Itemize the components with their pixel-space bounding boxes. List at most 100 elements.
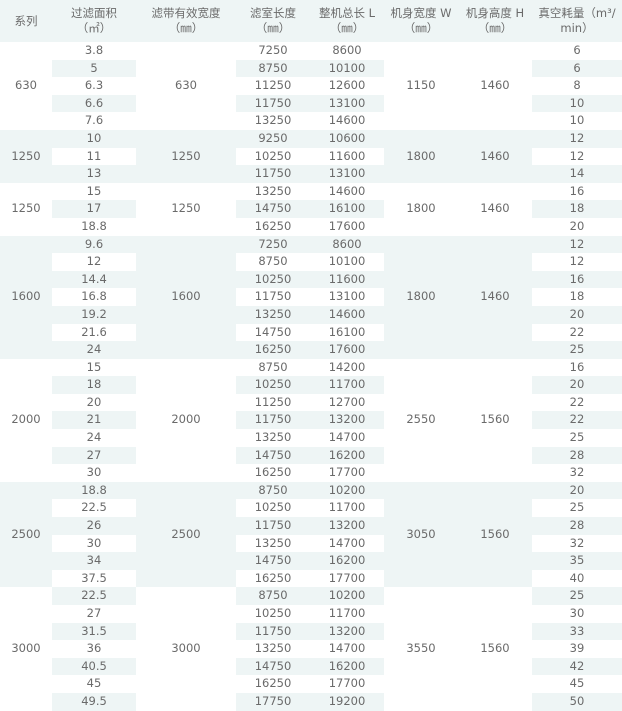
table-row: 30 13250 14700 32 bbox=[0, 534, 622, 553]
cell-chamber-length: 14750 bbox=[236, 552, 310, 570]
cell-filter-area: 31.5 bbox=[52, 622, 136, 641]
cell-vacuum: 28 bbox=[532, 517, 622, 535]
cell-vacuum: 10 bbox=[569, 113, 585, 128]
cell-total-length: 10200 bbox=[310, 587, 384, 605]
cell-body-height: 1460 bbox=[480, 78, 510, 93]
table-row: 1250 15 1250 13250 14600 1800 1460 16 bbox=[0, 183, 622, 216]
cell-vacuum: 30 bbox=[569, 606, 585, 620]
table-row: 27 14750 16200 28 bbox=[0, 446, 622, 465]
cell-filter-area: 37.5 bbox=[52, 569, 136, 588]
cell-vacuum: 6 bbox=[573, 43, 581, 57]
cell-filter-area: 21.6 bbox=[52, 323, 136, 342]
cell-body-height: 1560 bbox=[458, 481, 532, 588]
cell-filter-area: 30 bbox=[86, 465, 102, 480]
table-row: 1250 10 1250 9250 10600 1800 1460 12 bbox=[0, 129, 622, 183]
cell-belt-width: 1250 bbox=[136, 129, 236, 183]
cell-total-length: 11600 bbox=[310, 270, 384, 289]
cell-chamber-length: 11750 bbox=[236, 165, 310, 183]
cell-filter-area: 13 bbox=[52, 165, 136, 183]
table-row: 21.6 14750 16100 22 bbox=[0, 323, 622, 342]
table-row: 24 16250 17600 25 bbox=[0, 341, 622, 359]
table-row: 2500 18.8 2500 8750 10200 3050 1560 20 bbox=[0, 481, 622, 588]
header-body-height: 机身高度 H （㎜） bbox=[458, 0, 532, 42]
table-row: 37.5 16250 17700 40 bbox=[0, 569, 622, 588]
cell-total-length: 12600 bbox=[328, 78, 366, 93]
cell-total-length: 16200 bbox=[310, 446, 384, 465]
cell-belt-width: 630 bbox=[175, 78, 197, 93]
cell-total-length: 10200 bbox=[310, 481, 384, 500]
cell-filter-area: 15 bbox=[86, 183, 102, 198]
cell-total-length: 14600 bbox=[310, 305, 384, 324]
cell-chamber-length: 17750 bbox=[236, 692, 310, 711]
cell-vacuum: 32 bbox=[569, 465, 585, 480]
header-line: 真空耗量（m³/ bbox=[538, 6, 616, 20]
cell-filter-area: 27 bbox=[52, 446, 136, 465]
header-filter-area: 过滤面积 （㎡） bbox=[52, 0, 136, 42]
cell-filter-area: 24 bbox=[86, 430, 102, 445]
cell-vacuum: 12 bbox=[532, 235, 622, 254]
cell-filter-area: 24 bbox=[52, 341, 136, 359]
cell-vacuum: 20 bbox=[532, 481, 622, 500]
header-line: 整机总长 L bbox=[318, 6, 376, 20]
cell-vacuum: 22 bbox=[532, 411, 622, 430]
table-row: 36 13250 14700 39 bbox=[0, 640, 622, 658]
table-row: 17 14750 16100 18 bbox=[0, 200, 622, 218]
cell-vacuum: 12 bbox=[532, 253, 622, 271]
table-row: 30 16250 17700 32 bbox=[0, 464, 622, 482]
table-row: 7.6 13250 14600 10 bbox=[0, 112, 622, 130]
table-row: 22.5 10250 11700 25 bbox=[0, 499, 622, 518]
table-row: 2000 15 2000 8750 14200 2550 1560 16 bbox=[0, 359, 622, 427]
header-chamber-length: 滤室长度 （㎜） bbox=[236, 0, 310, 42]
table-row: 27 10250 11700 30 bbox=[0, 605, 622, 623]
cell-vacuum: 25 bbox=[532, 499, 622, 518]
cell-total-length: 14200 bbox=[328, 359, 366, 374]
cell-body-width: 1800 bbox=[384, 129, 458, 183]
cell-vacuum: 45 bbox=[569, 676, 585, 691]
header-line: 滤带有效宽度 bbox=[151, 6, 221, 20]
cell-total-length: 14600 bbox=[328, 183, 366, 198]
cell-total-length: 17600 bbox=[310, 341, 384, 359]
cell-chamber-length: 8750 bbox=[258, 359, 288, 374]
cell-filter-area: 26 bbox=[52, 517, 136, 535]
cell-chamber-length: 8750 bbox=[236, 481, 310, 500]
cell-filter-area: 18 bbox=[52, 376, 136, 394]
header-body-width: 机身宽度 W （㎜） bbox=[384, 0, 458, 42]
table-row: 26 11750 13200 28 bbox=[0, 517, 622, 535]
cell-chamber-length: 11750 bbox=[236, 622, 310, 641]
cell-total-length: 10600 bbox=[310, 129, 384, 148]
cell-vacuum: 20 bbox=[532, 305, 622, 324]
cell-total-length: 16100 bbox=[310, 323, 384, 342]
table-row: 630 3.8 630 7250 8600 1150 1460 6 bbox=[0, 42, 622, 92]
cell-chamber-length: 11750 bbox=[236, 288, 310, 306]
table-row: 1600 9.6 1600 7250 8600 1800 1460 12 bbox=[0, 235, 622, 359]
table-row: 13 11750 13100 14 bbox=[0, 165, 622, 183]
cell-total-length: 8600 bbox=[332, 43, 362, 57]
cell-vacuum: 12 bbox=[532, 147, 622, 166]
cell-belt-width: 1250 bbox=[171, 201, 201, 216]
cell-total-length: 17700 bbox=[328, 465, 366, 480]
cell-chamber-length: 16250 bbox=[236, 341, 310, 359]
cell-total-length: 13100 bbox=[310, 165, 384, 183]
header-belt-width: 滤带有效宽度 （㎜） bbox=[136, 0, 236, 42]
cell-chamber-length: 8750 bbox=[236, 59, 310, 78]
cell-filter-area: 16.8 bbox=[52, 288, 136, 306]
header-line: （㎜） bbox=[403, 21, 439, 35]
cell-total-length: 10100 bbox=[310, 59, 384, 78]
cell-vacuum: 25 bbox=[532, 587, 622, 605]
cell-filter-area: 22.5 bbox=[52, 499, 136, 518]
cell-series: 2000 bbox=[11, 412, 41, 427]
cell-vacuum: 16 bbox=[569, 359, 585, 374]
cell-total-length: 11700 bbox=[328, 606, 366, 620]
cell-series: 630 bbox=[15, 78, 37, 93]
table-row: 14.4 10250 11600 16 bbox=[0, 270, 622, 289]
cell-chamber-length: 10250 bbox=[254, 606, 292, 620]
header-line: 滤室长度 bbox=[250, 6, 296, 20]
cell-total-length: 13100 bbox=[310, 288, 384, 306]
cell-vacuum: 25 bbox=[569, 430, 585, 445]
cell-series: 1600 bbox=[0, 235, 52, 359]
cell-total-length: 16100 bbox=[310, 200, 384, 218]
cell-body-width: 2550 bbox=[406, 412, 436, 427]
cell-belt-width: 2000 bbox=[171, 412, 201, 427]
cell-body-height: 1460 bbox=[458, 129, 532, 183]
cell-chamber-length: 13250 bbox=[254, 183, 292, 198]
